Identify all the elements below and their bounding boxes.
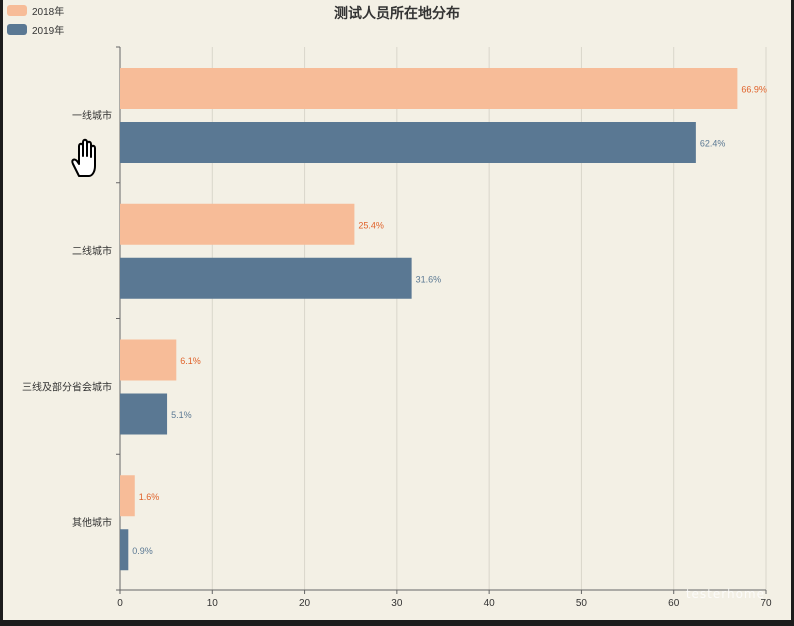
chart-panel: 0 10 20 30 40 50 60 70 一线城市 66.9% 62.4% 二线城市 25.4% 31… xyxy=(3,0,791,620)
data-label: 25.4% xyxy=(358,220,384,230)
bar-chart: 0 10 20 30 40 50 60 70 一线城市 66.9% 62.4% 二线城市 25.4% 31… xyxy=(22,46,772,609)
legend-swatch-2019 xyxy=(7,24,27,35)
chart-title: 测试人员所在地分布 xyxy=(334,5,460,21)
category-label: 一线城市 xyxy=(72,109,112,122)
x-tick-label: 50 xyxy=(576,598,588,609)
x-tick-label: 0 xyxy=(117,598,123,609)
bar-2019[interactable] xyxy=(120,529,129,571)
data-label: 31.6% xyxy=(416,274,442,284)
x-tick-label: 10 xyxy=(207,598,219,609)
data-label: 0.9% xyxy=(132,546,153,556)
bar-2018[interactable] xyxy=(120,203,355,245)
x-tick-label: 30 xyxy=(391,598,403,609)
data-label: 5.1% xyxy=(171,410,192,420)
bar-2018[interactable] xyxy=(120,68,738,109)
x-tick-label: 70 xyxy=(760,598,772,609)
legend-swatch-2018 xyxy=(7,5,27,16)
x-tick-label: 20 xyxy=(299,598,311,609)
legend-item-2019[interactable]: 2019年 xyxy=(7,22,64,37)
bar-2019[interactable] xyxy=(120,122,696,163)
data-label: 6.1% xyxy=(180,356,201,366)
data-label: 1.6% xyxy=(139,492,160,502)
legend-item-2018[interactable]: 2018年 xyxy=(7,3,64,18)
bar-2018[interactable] xyxy=(120,339,177,381)
watermark-logo: testerhome xyxy=(685,587,765,601)
data-label: 66.9% xyxy=(741,85,767,95)
x-tick-label: 40 xyxy=(484,598,496,609)
data-label: 62.4% xyxy=(700,139,726,149)
legend-label-2018: 2018年 xyxy=(32,7,65,18)
x-tick-label: 60 xyxy=(668,598,680,609)
bar-2019[interactable] xyxy=(120,257,412,299)
hand-cursor-icon xyxy=(71,138,96,177)
bar-2019[interactable] xyxy=(120,393,168,435)
legend-label-2019: 2019年 xyxy=(32,26,65,37)
bar-2018[interactable] xyxy=(120,475,135,517)
category-label: 其他城市 xyxy=(72,516,112,529)
category-label: 二线城市 xyxy=(72,245,112,258)
category-label: 三线及部分省会城市 xyxy=(22,380,112,393)
